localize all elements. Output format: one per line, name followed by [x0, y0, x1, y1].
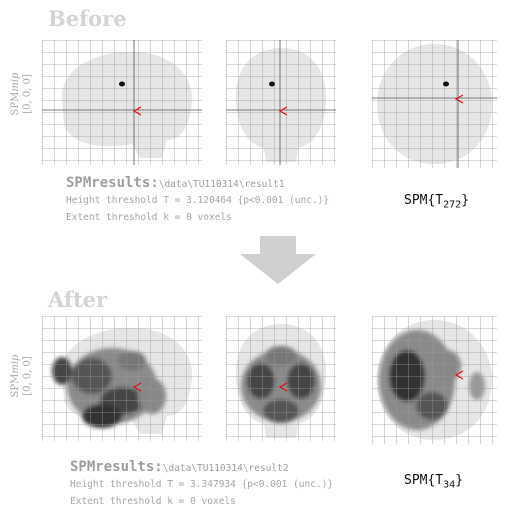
after-stat-label: SPM{T34}	[404, 473, 463, 491]
extent-threshold: Extent threshold k = 0 voxels	[70, 496, 236, 507]
after-spm-mip-label: SPMmip [0, 0, 0]	[10, 336, 34, 416]
spm-mip-italic: mip	[10, 72, 21, 92]
stat-prefix: SPM{T	[404, 473, 444, 488]
spmresults-title: SPMresults:	[66, 175, 159, 191]
after-results-block: SPMresults:\data\TU110314\result2 Height…	[70, 456, 333, 507]
after-sagittal-view	[42, 316, 202, 441]
before-coronal-view	[226, 40, 336, 165]
height-threshold: Height threshold T = 3.120464 {p<0.001 (…	[66, 195, 330, 206]
stat-subscript: 34	[443, 479, 456, 491]
spm-coords: [0, 0, 0]	[22, 356, 33, 396]
before-heading: Before	[48, 6, 127, 31]
spm-coords: [0, 0, 0]	[22, 74, 33, 114]
spm-prefix: SPM	[10, 91, 21, 116]
before-results-block: SPMresults:\data\TU110314\result1 Height…	[66, 172, 329, 223]
spm-prefix: SPM	[10, 373, 21, 398]
extent-threshold: Extent threshold k = 0 voxels	[66, 212, 232, 223]
height-threshold: Height threshold T = 3.347934 {p<0.001 (…	[70, 479, 334, 490]
stat-suffix: }	[461, 193, 470, 208]
after-heading: After	[48, 287, 108, 312]
stat-prefix: SPM{T	[404, 193, 444, 208]
spm-mip-italic: mip	[10, 354, 21, 374]
after-coronal-view	[226, 316, 336, 441]
before-sagittal-view	[42, 40, 202, 165]
before-axial-view	[372, 40, 497, 168]
results-path: \data\TU110314\result2	[162, 463, 289, 474]
arrow-down-icon	[238, 236, 318, 286]
results-path: \data\TU110314\result1	[158, 179, 285, 190]
before-stat-label: SPM{T272}	[404, 193, 469, 211]
after-axial-view	[372, 316, 497, 444]
before-spm-mip-label: SPMmip [0, 0, 0]	[10, 54, 34, 134]
stat-subscript: 272	[443, 199, 462, 211]
spmresults-title: SPMresults:	[70, 459, 163, 475]
stat-suffix: }	[455, 473, 464, 488]
